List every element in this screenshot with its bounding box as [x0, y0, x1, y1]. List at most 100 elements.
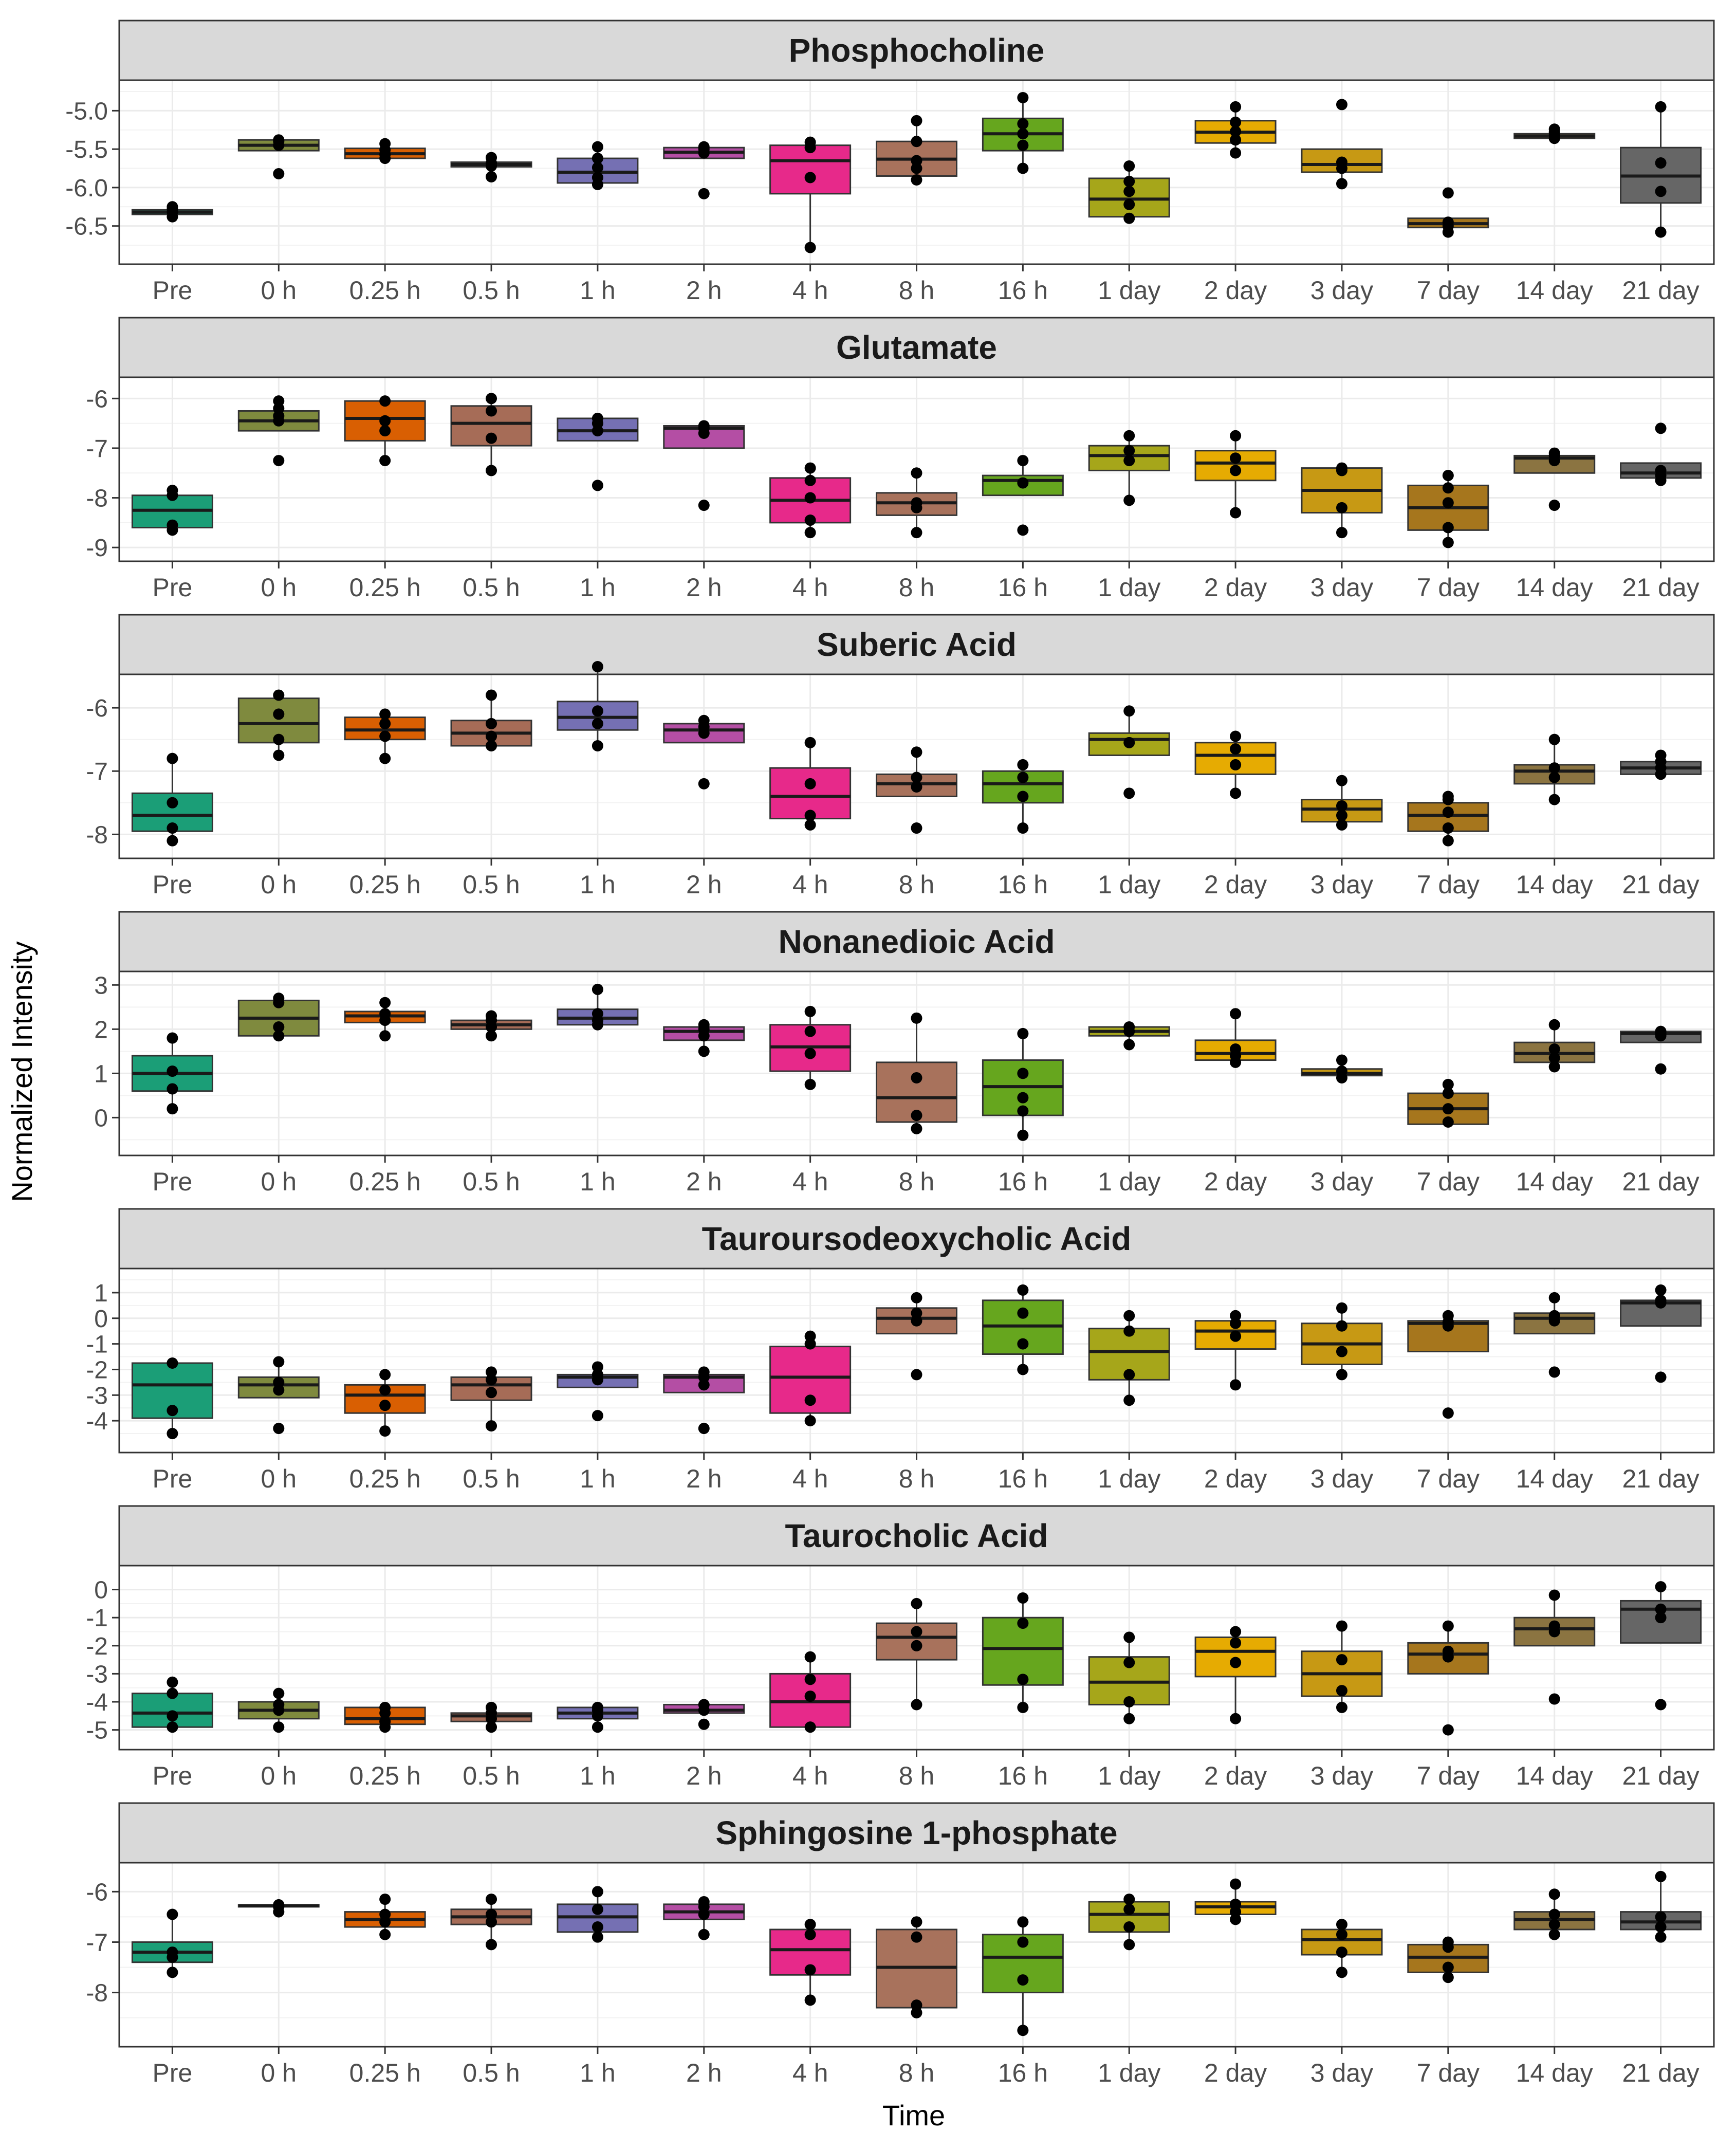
box-4-h — [769, 737, 852, 831]
box-pre — [131, 485, 213, 536]
data-point — [1442, 1078, 1454, 1090]
data-point — [379, 1030, 391, 1042]
y-tick-label: 3 — [94, 972, 108, 999]
data-point — [1442, 187, 1454, 199]
y-tick-label: 0 — [94, 1105, 108, 1132]
y-tick-label: 2 — [94, 1016, 108, 1043]
y-tick-label: -7 — [86, 435, 108, 463]
data-point — [592, 1701, 603, 1713]
data-point — [1230, 1898, 1242, 1910]
x-tick-label: 4 h — [792, 1761, 828, 1790]
y-tick-label: -5 — [86, 1717, 108, 1744]
data-point — [1230, 1310, 1242, 1321]
data-point — [1336, 1654, 1347, 1666]
data-point — [1336, 1302, 1347, 1314]
data-point — [167, 1066, 178, 1077]
data-point — [698, 1699, 710, 1711]
data-point — [911, 527, 922, 539]
x-tick-label: Pre — [153, 870, 193, 899]
data-point — [273, 708, 285, 720]
data-point — [698, 1045, 710, 1057]
data-point — [1655, 1699, 1667, 1711]
data-point — [804, 1674, 816, 1685]
facet-title: Sphingosine 1-phosphate — [715, 1814, 1117, 1851]
x-tick-label: 0 h — [261, 1167, 297, 1196]
x-tick-label: 16 h — [998, 276, 1048, 305]
x-tick-label: 2 h — [686, 1464, 722, 1493]
box-8-h — [876, 115, 957, 186]
x-tick-label: 16 h — [998, 1167, 1048, 1196]
data-point — [167, 519, 178, 531]
data-point — [1655, 1284, 1667, 1296]
data-point — [1548, 772, 1560, 783]
data-point — [1548, 1928, 1560, 1940]
data-point — [379, 752, 391, 764]
box-1-day — [1088, 1310, 1170, 1406]
x-tick-label: 0.25 h — [349, 1761, 421, 1790]
data-point — [1017, 1092, 1029, 1104]
box-14-day — [1513, 1292, 1596, 1378]
panel-sphingosine-1-phosphate: Sphingosine 1-phosphate -8 -7 -6 Pre 0 h 0.25 … — [86, 1802, 1715, 2087]
data-point — [1655, 1921, 1667, 1933]
data-point — [1336, 1685, 1347, 1697]
data-point — [379, 997, 391, 1008]
data-point — [911, 1597, 922, 1609]
data-point — [911, 136, 922, 148]
box-16-h — [982, 91, 1064, 174]
box-0-h — [237, 134, 320, 179]
data-point — [804, 1964, 816, 1976]
x-tick-label: 3 day — [1310, 1464, 1373, 1493]
data-point — [592, 412, 603, 424]
data-point — [486, 432, 497, 444]
data-point — [273, 455, 285, 467]
data-point — [911, 1012, 922, 1024]
x-tick-label: 8 h — [899, 1464, 935, 1493]
data-point — [911, 1369, 922, 1381]
data-point — [804, 1078, 816, 1090]
x-tick-label: 0 h — [261, 2059, 297, 2087]
data-point — [1017, 1105, 1029, 1117]
data-point — [1442, 1620, 1454, 1632]
x-tick-label: 21 day — [1622, 1167, 1700, 1196]
box-2-day — [1194, 730, 1277, 799]
data-point — [804, 1330, 816, 1342]
data-point — [167, 1710, 178, 1722]
box-0-h — [237, 395, 320, 467]
data-point — [804, 778, 816, 789]
data-point — [1230, 465, 1242, 476]
data-point — [273, 1030, 285, 1042]
data-point — [1655, 465, 1667, 476]
data-point — [1336, 810, 1347, 821]
data-point — [273, 1721, 285, 1733]
box-0-5-h — [450, 1366, 532, 1432]
x-tick-label: 2 h — [686, 276, 722, 305]
panel-tauroursodeoxycholic-acid: Tauroursodeoxycholic Acid -4-3-2-101 Pre 0 … — [86, 1208, 1715, 1493]
x-tick-label: 7 day — [1417, 870, 1480, 899]
box-0-h — [237, 993, 320, 1042]
data-point — [1655, 101, 1667, 113]
data-point — [1123, 1369, 1135, 1381]
box-14-day — [1513, 1589, 1596, 1705]
box-2-h — [663, 714, 745, 789]
box-0-5-h — [450, 689, 532, 751]
data-point — [1230, 1657, 1242, 1668]
box-1-h — [557, 412, 639, 491]
box-4-h — [769, 136, 852, 253]
box-1-day — [1088, 1021, 1170, 1051]
x-tick-label: 2 day — [1204, 1167, 1267, 1196]
x-tick-label: 0 h — [261, 573, 297, 602]
data-point — [1548, 1366, 1560, 1378]
data-point — [486, 1030, 497, 1042]
data-point — [1548, 794, 1560, 805]
x-tick-label: 7 day — [1417, 573, 1480, 602]
data-point — [1123, 198, 1135, 210]
data-point — [911, 1292, 922, 1303]
data-point — [1655, 1603, 1667, 1615]
data-point — [1230, 147, 1242, 159]
x-tick-label: 14 day — [1516, 1167, 1593, 1196]
data-point — [1336, 1369, 1347, 1381]
x-tick-label: 14 day — [1516, 1464, 1593, 1493]
box-pre — [131, 1357, 213, 1440]
data-point — [804, 1919, 816, 1931]
data-point — [804, 1994, 816, 2006]
